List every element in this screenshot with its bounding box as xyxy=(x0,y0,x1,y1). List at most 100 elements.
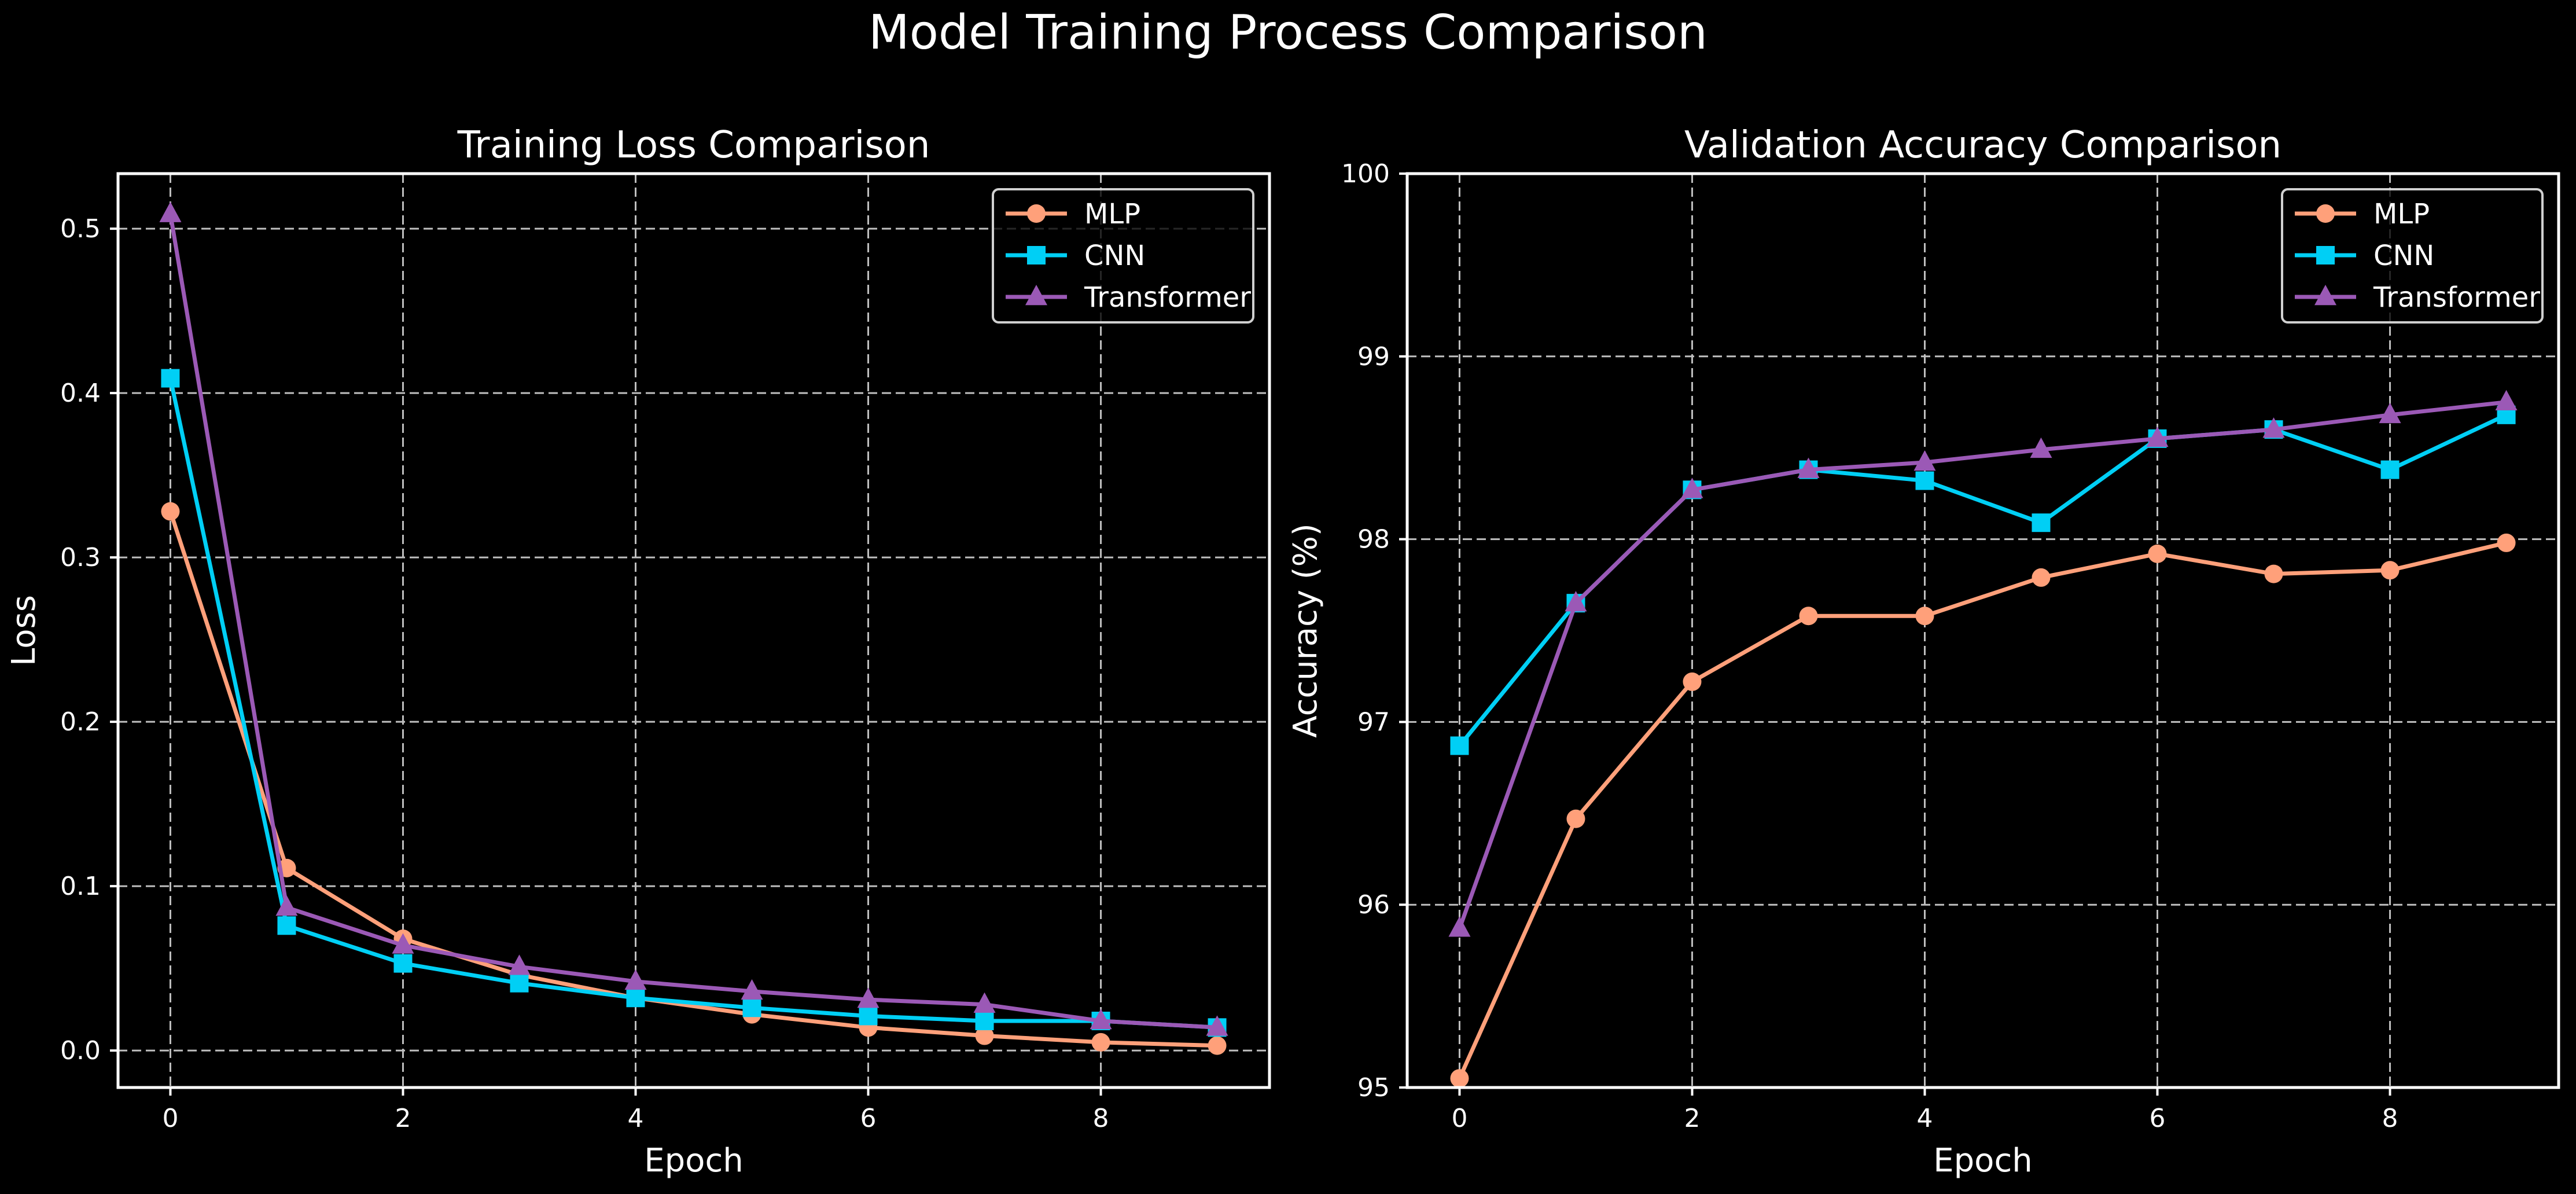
accuracy-legend-mlp-label: MLP xyxy=(2373,198,2430,230)
accuracy-ticks: 0 2 4 6 8 95 96 97 98 99 100 xyxy=(1341,159,2398,1133)
loss-legend-cnn-label: CNN xyxy=(1084,240,1145,272)
loss-mlp-point xyxy=(1091,1033,1110,1052)
figure-title: Model Training Process Comparison xyxy=(869,5,1707,60)
accuracy-x-tick-label: 2 xyxy=(1684,1104,1700,1133)
loss-legend-mlp-marker xyxy=(1027,204,1046,223)
accuracy-x-tick-label: 6 xyxy=(2150,1104,2166,1133)
accuracy-y-tick-label: 98 xyxy=(1357,525,1390,554)
accuracy-series-mlp xyxy=(1450,533,2516,1088)
loss-axes-frame xyxy=(116,172,1271,1089)
loss-transformer-point xyxy=(159,201,182,222)
loss-x-tick-label: 6 xyxy=(860,1104,877,1133)
loss-transformer-line xyxy=(168,212,1219,1030)
accuracy-transformer-point xyxy=(2379,402,2401,424)
loss-cnn-point xyxy=(975,1011,994,1030)
loss-legend-item-mlp: MLP xyxy=(1006,198,1140,230)
loss-legend-transformer-marker xyxy=(1025,285,1047,306)
accuracy-legend: MLP CNN Transformer xyxy=(2281,188,2544,324)
accuracy-mlp-point xyxy=(2148,544,2167,563)
accuracy-transformer-point xyxy=(1565,591,1587,612)
loss-legend-item-transformer: Transformer xyxy=(1006,281,1251,314)
accuracy-panel-title: Validation Accuracy Comparison xyxy=(1684,124,2281,167)
accuracy-series-transformer xyxy=(1448,390,2518,937)
accuracy-mlp-point xyxy=(2497,533,2516,552)
validation-accuracy-panel: 0 2 4 6 8 95 96 97 98 99 100 Validation Accuracy Co… xyxy=(1287,124,2560,1180)
loss-x-tick-label: 0 xyxy=(162,1104,178,1133)
loss-cnn-point xyxy=(742,998,761,1017)
loss-mlp-point xyxy=(1208,1036,1227,1055)
accuracy-y-axis-label: Accuracy (%) xyxy=(1287,523,1324,737)
accuracy-legend-mlp-marker xyxy=(2316,204,2335,223)
loss-mlp-line xyxy=(168,509,1219,1048)
accuracy-axes-frame xyxy=(1405,172,2560,1089)
accuracy-mlp-line xyxy=(1458,541,2508,1081)
accuracy-y-tick-label: 97 xyxy=(1357,707,1390,737)
accuracy-legend-item-cnn: CNN xyxy=(2295,240,2434,272)
loss-y-tick-label: 0.1 xyxy=(60,872,101,901)
loss-x-tick-label: 4 xyxy=(627,1104,643,1133)
loss-cnn-point xyxy=(626,989,645,1008)
accuracy-mlp-point xyxy=(2380,561,2400,580)
accuracy-transformer-point xyxy=(1797,457,1820,478)
loss-y-tick-label: 0.5 xyxy=(60,214,101,244)
loss-cnn-point xyxy=(393,954,413,973)
loss-y-tick-label: 0.4 xyxy=(60,379,101,408)
loss-panel-title: Training Loss Comparison xyxy=(457,124,930,167)
accuracy-y-tick-label: 100 xyxy=(1341,159,1390,189)
accuracy-mlp-point xyxy=(1799,607,1818,626)
accuracy-mlp-point xyxy=(2032,568,2051,587)
loss-transformer-point xyxy=(857,987,879,1008)
loss-x-tick-label: 2 xyxy=(395,1104,411,1133)
loss-transformer-point xyxy=(275,895,298,916)
loss-ticks: 0 2 4 6 8 0.0 0.1 0.2 0.3 0.4 0.5 xyxy=(60,214,1109,1133)
loss-legend-transformer-label: Transformer xyxy=(1084,281,1251,314)
accuracy-legend-cnn-label: CNN xyxy=(2373,240,2434,272)
loss-transformer-point xyxy=(392,933,414,954)
accuracy-x-tick-label: 8 xyxy=(2382,1104,2398,1133)
accuracy-mlp-point xyxy=(1450,1069,1469,1088)
loss-legend-box xyxy=(992,188,1254,324)
accuracy-mlp-point xyxy=(1683,672,1702,691)
accuracy-mlp-point xyxy=(1915,607,1934,626)
loss-legend: MLP CNN Transformer xyxy=(992,188,1254,324)
loss-series-transformer xyxy=(159,201,1228,1036)
loss-y-tick-label: 0.2 xyxy=(60,707,101,737)
loss-x-tick-label: 8 xyxy=(1093,1104,1109,1133)
loss-cnn-point xyxy=(161,369,180,388)
accuracy-legend-box xyxy=(2281,188,2544,324)
accuracy-mlp-point xyxy=(2264,564,2283,583)
accuracy-transformer-point xyxy=(2030,437,2052,458)
loss-transformer-point xyxy=(508,954,531,975)
loss-legend-item-cnn: CNN xyxy=(1006,240,1145,272)
accuracy-transformer-point xyxy=(1681,477,1703,498)
loss-cnn-point xyxy=(510,973,529,993)
accuracy-legend-cnn-marker xyxy=(2316,246,2335,264)
loss-transformer-point xyxy=(741,979,763,1000)
loss-mlp-point xyxy=(161,502,180,521)
accuracy-cnn-point xyxy=(2032,513,2051,532)
loss-transformer-point xyxy=(624,969,647,990)
loss-cnn-point xyxy=(277,916,296,935)
accuracy-cnn-point xyxy=(2380,460,2400,479)
loss-transformer-point xyxy=(1090,1008,1112,1030)
accuracy-cnn-point xyxy=(1915,471,1934,490)
loss-y-tick-label: 0.0 xyxy=(60,1036,101,1066)
loss-cnn-line xyxy=(168,376,1219,1030)
accuracy-legend-item-transformer: Transformer xyxy=(2295,281,2540,314)
loss-y-axis-label: Loss xyxy=(5,595,43,666)
accuracy-transformer-line xyxy=(1458,400,2508,931)
accuracy-y-tick-label: 96 xyxy=(1357,890,1390,920)
loss-transformer-point xyxy=(1206,1015,1228,1036)
loss-transformer-point xyxy=(973,992,996,1013)
accuracy-transformer-point xyxy=(2495,390,2518,410)
accuracy-y-tick-label: 95 xyxy=(1357,1073,1390,1103)
accuracy-cnn-point xyxy=(1450,736,1469,755)
accuracy-transformer-point xyxy=(2262,417,2285,438)
accuracy-transformer-point xyxy=(1913,450,1936,471)
accuracy-transformer-point xyxy=(2146,426,2169,447)
loss-legend-mlp-label: MLP xyxy=(1084,198,1140,230)
accuracy-transformer-point xyxy=(1448,916,1471,937)
loss-legend-cnn-marker xyxy=(1027,246,1046,264)
